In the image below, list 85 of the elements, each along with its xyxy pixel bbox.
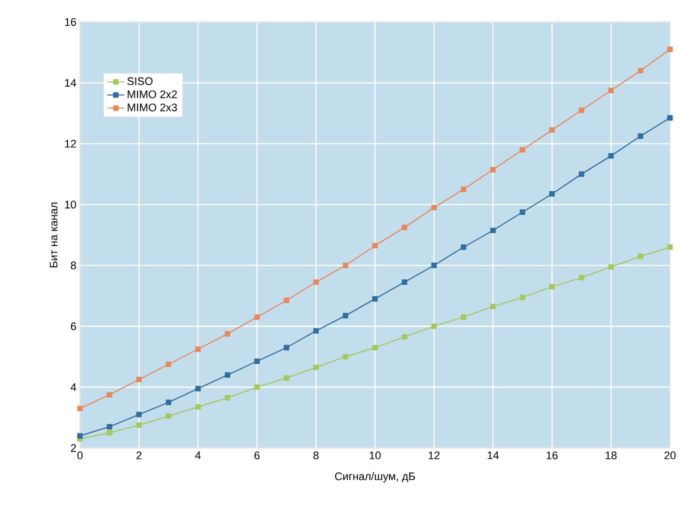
x-tick-label: 20 [664,452,676,460]
x-tick-label: 16 [546,452,558,460]
y-tick-label: 14 [65,79,76,87]
point [608,88,614,94]
point [254,384,260,390]
point [313,364,319,370]
point [638,68,644,74]
point [372,242,378,248]
y-tick-label: 8 [70,262,76,270]
x-tick-label: 0 [77,452,83,460]
point [106,424,112,430]
point [342,262,348,268]
point [342,354,348,360]
point [460,244,466,250]
x-tick-label: 6 [254,452,260,460]
point [667,46,673,52]
point [224,372,230,378]
point [284,344,290,350]
point [402,279,408,285]
point [520,294,526,300]
point [402,224,408,230]
point [520,209,526,215]
point [372,344,378,350]
point [667,115,673,121]
point [313,328,319,334]
y-tick-label: 4 [70,383,76,391]
y-tick-label: 10 [65,200,76,208]
point [460,186,466,192]
point [549,284,555,290]
y-tick-label: 16 [65,18,76,26]
point [608,153,614,159]
point [106,430,112,436]
legend-label: MIMO 2x3 [128,104,177,112]
x-tick-label: 18 [606,452,617,460]
y-tick-label: 12 [65,140,76,148]
point [77,406,83,412]
point [638,133,644,139]
point [254,358,260,364]
point [667,244,673,250]
point [106,392,112,398]
point [224,395,230,401]
x-axis-title: Сигнал/шум, дБ [335,472,415,482]
point [195,346,201,352]
x-tick-label: 10 [370,452,381,460]
point [136,376,142,382]
x-tick-label: 12 [428,452,440,460]
point [313,279,319,285]
y-tick-label: 6 [70,322,76,330]
y-axis-title: Бит на канал [50,202,58,268]
point [166,362,172,368]
point [549,127,555,133]
point [520,147,526,153]
point [402,334,408,340]
point [284,375,290,381]
point [490,166,496,172]
point [224,331,230,337]
point [460,314,466,320]
legend-label: SISO [127,77,153,86]
point [342,312,348,318]
point [136,412,142,418]
x-tick-label: 4 [195,452,201,460]
point [549,191,555,197]
point [578,171,584,177]
point [77,433,83,439]
y-tick-label: 2 [70,444,76,452]
legend-label: MIMO 2x2 [128,90,177,98]
point [608,264,614,270]
x-tick-label: 14 [488,452,499,460]
x-tick-label: 8 [313,452,319,460]
point [490,228,496,234]
point [638,254,644,260]
point [284,298,290,304]
point [431,204,437,210]
point [254,314,260,320]
point [136,422,142,428]
x-tick-label: 2 [136,452,142,460]
point [578,107,584,113]
point [431,324,437,330]
point [431,262,437,268]
point [578,274,584,280]
point [195,404,201,410]
point [372,296,378,302]
point [166,413,172,419]
point [166,400,172,406]
point [195,386,201,392]
